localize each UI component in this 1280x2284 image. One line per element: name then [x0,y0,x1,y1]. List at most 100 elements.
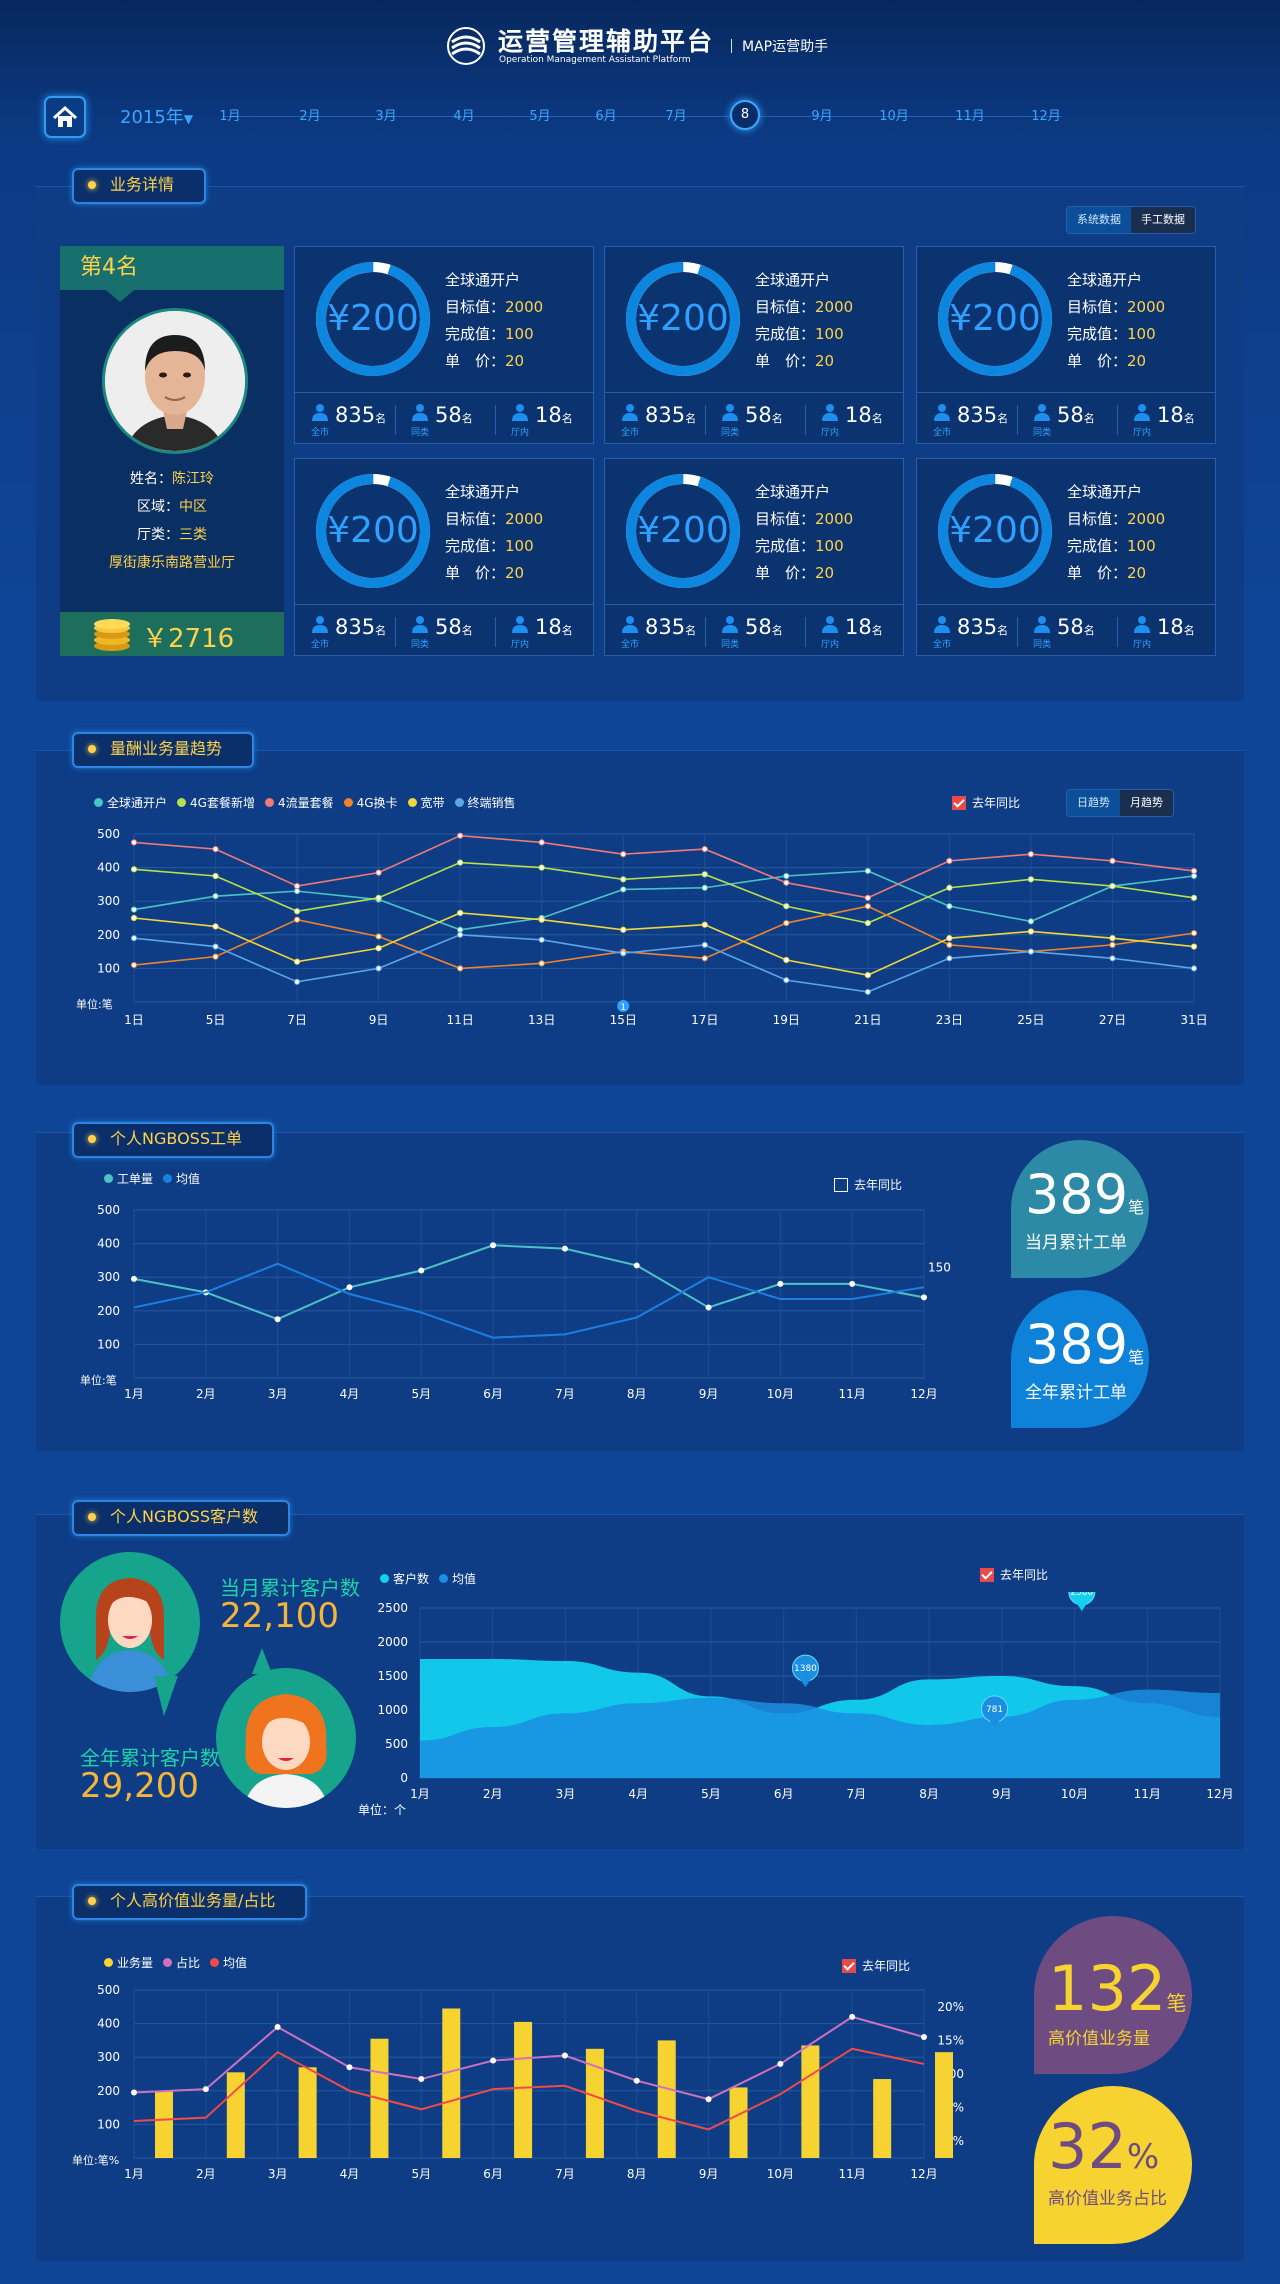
year-selector[interactable]: 2015年▼ [120,103,193,129]
x-tick-label: 4月 [340,2167,360,2181]
legend-item[interactable]: 宽带 [407,794,445,811]
area-series-1 [420,1689,1220,1778]
checkbox-checked-icon [980,1567,994,1582]
x-tick-label: 11月 [1134,1787,1161,1801]
legend-item[interactable]: 均值 [439,1570,476,1587]
legend-item[interactable]: 4G换卡 [343,794,398,811]
trend-compare-checkbox[interactable]: 去年同比 [952,794,1020,811]
month-item-12[interactable]: 12月 [1031,109,1061,124]
legend-item[interactable]: 4流量套餐 [264,794,334,811]
data-point [418,2076,425,2083]
highvalue-title-text: 个人高价值业务量/占比 [110,1891,276,1910]
data-point [864,867,871,875]
y-tick-label: 200 [97,928,120,942]
kpi-rankings: 全市 835名 同类 58名 厅内 18名 [917,392,1215,443]
customers-area-chart: 2500 2000 1500 1000 500 01月 2月 3月 4月 5月 6月 7月 8月 9月 10… [358,1592,1234,1817]
legend-item[interactable]: 终端销售 [454,794,516,811]
kpi-amount: ¥200 [327,298,419,339]
customers-compare-label: 去年同比 [1000,1568,1049,1582]
checkbox-checked-icon [952,795,966,810]
speech-tail [154,1676,178,1716]
month-item-2[interactable]: 2月 [299,109,321,124]
x-tick-label: 11月 [839,1387,866,1401]
month-item-10[interactable]: 10月 [879,109,909,124]
month-item-8[interactable]: 8 [730,100,760,130]
data-point [1190,965,1198,972]
series-line-1 [133,2015,925,2101]
value-pin: 781 [981,1695,1009,1728]
kpi-card: ¥200 全球通开户 目标值：2000 完成值：100 单 价：20 全市 835名 同类 58… [604,246,904,444]
legend-item[interactable]: 工单量 [104,1170,153,1187]
system-data-button[interactable]: 系统数据 [1067,207,1131,233]
month-item-11[interactable]: 11月 [955,109,985,124]
home-button[interactable] [44,96,86,138]
month-item-3[interactable]: 3月 [375,109,397,124]
year-label: 2015年 [120,107,184,128]
legend-item[interactable]: 均值 [163,1170,200,1187]
kpi-done: 完成值：100 [1067,325,1156,343]
series-line-0 [133,870,1195,931]
legend-item[interactable]: 4G套餐新增 [177,794,255,811]
month-item-7[interactable]: 7月 [665,109,687,124]
x-tick-label: 1日 [124,1013,144,1027]
user-icon [722,404,738,421]
user-icon [312,616,328,633]
kpi-amount: ¥200 [949,510,1041,551]
manual-data-button[interactable]: 手工数据 [1131,207,1195,233]
data-point [490,2057,497,2064]
month-item-9[interactable]: 9月 [811,109,833,124]
data-point [946,884,953,891]
customers-title-text: 个人NGBOSS客户数 [110,1507,258,1526]
legend-item[interactable]: 均值 [210,1954,247,1971]
month-item-6[interactable]: 6月 [595,109,617,124]
data-point [705,2096,712,2103]
monthly-trend-button[interactable]: 月趋势 [1120,790,1173,816]
profile-card: 第4名 姓名：陈江玲 区域：中区 厅类：三类 厚街康乐南路营业厅 ￥2716 [60,246,284,656]
series-line-0 [133,1244,925,1321]
data-point [212,872,219,880]
customers-compare-checkbox[interactable]: 去年同比 [980,1566,1048,1583]
daily-trend-button[interactable]: 日趋势 [1067,790,1120,816]
kpi-card: ¥200 全球通开户 目标值：2000 完成值：100 单 价：20 全市 835名 同类 58… [604,458,904,656]
legend-item[interactable]: 客户数 [380,1570,429,1587]
data-point [375,869,382,876]
x-tick-label: 3月 [556,1787,576,1801]
data-point [457,926,464,933]
y-tick-label: 400 [97,861,120,875]
ngboss-year-bubble: 389笔 全年累计工单 [1011,1290,1149,1428]
year-customers-value: 29,200 [80,1766,199,1806]
app-title: 运营管理辅助平台 [498,27,715,56]
highvalue-compare-label: 去年同比 [862,1959,911,1973]
highvalue-compare-checkbox[interactable]: 去年同比 [842,1957,910,1974]
user-icon [934,616,950,633]
month-item-1[interactable]: 1月 [219,109,241,124]
woman-icon [88,1578,172,1692]
kpi-target: 目标值：2000 [1067,510,1166,528]
x-tick-label: 19日 [773,1013,800,1027]
series-line-2 [133,834,1195,899]
ngboss-compare-checkbox[interactable]: 去年同比 [834,1176,902,1193]
x-tick-label: 1月 [124,1387,144,1401]
unit-label: 单位:笔% [72,2153,119,2167]
divider [705,405,706,435]
legend-label: 4流量套餐 [277,796,334,810]
x-tick-label: 9日 [369,1013,389,1027]
data-point [1190,867,1198,875]
y-tick-label: 300 [97,1270,120,1284]
legend-label: 均值 [452,1572,477,1586]
data-point [705,1304,712,1311]
legend-item[interactable]: 业务量 [104,1954,153,1971]
bar [155,2090,173,2158]
legend-item[interactable]: 全球通开户 [94,794,167,811]
data-point [293,888,301,895]
legend-item[interactable]: 占比 [163,1954,200,1971]
x-tick-label: 3月 [268,1387,288,1401]
user-icon [412,404,428,421]
ngboss-title-text: 个人NGBOSS工单 [110,1129,242,1148]
month-item-5[interactable]: 5月 [529,109,551,124]
app-subtitle: Operation Management Assistant Platform [499,55,691,65]
customers-legend: 客户数 均值 [380,1570,476,1587]
month-item-4[interactable]: 4月 [453,109,475,124]
pin-label: 1380 [794,1664,817,1674]
series-line-1 [133,1262,925,1339]
